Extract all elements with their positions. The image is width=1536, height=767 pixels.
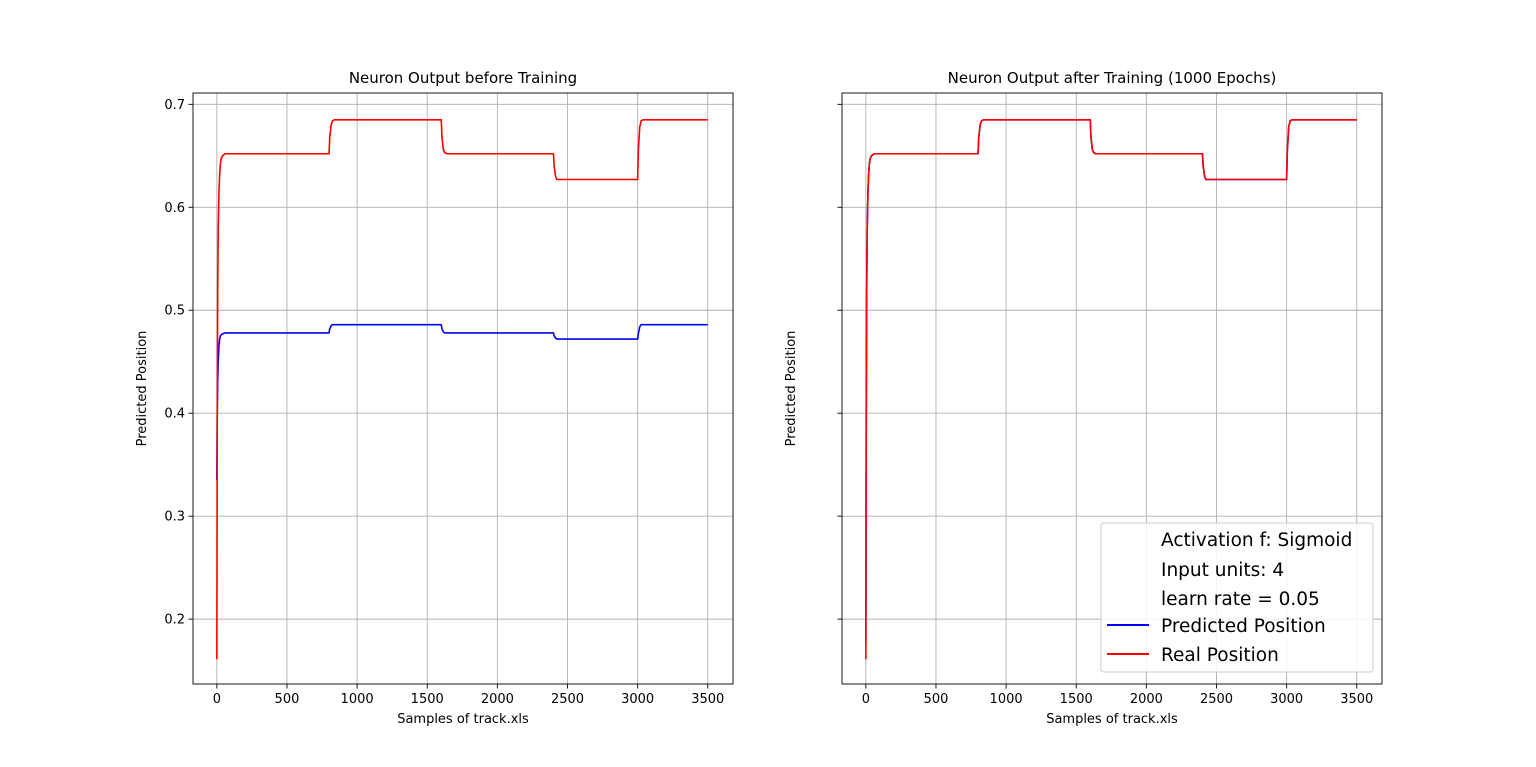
x-tick-label: 2000 bbox=[481, 692, 514, 707]
x-tick-label: 3500 bbox=[1340, 692, 1373, 707]
y-tick-label: 0.6 bbox=[164, 201, 185, 216]
series-line-predicted bbox=[216, 323, 708, 481]
x-axis-label: Samples of track.xls bbox=[397, 712, 529, 727]
y-tick-label: 0.4 bbox=[164, 407, 185, 422]
legend-info-text: Input units: 4 bbox=[1161, 560, 1284, 581]
x-axis-label: Samples of track.xls bbox=[1046, 712, 1178, 727]
y-tick-label: 0.5 bbox=[164, 304, 185, 319]
y-tick-label: 0.7 bbox=[164, 98, 185, 113]
x-tick-label: 500 bbox=[275, 692, 300, 707]
y-axis-label: Predicted Position bbox=[135, 331, 150, 447]
x-tick-label: 0 bbox=[862, 692, 870, 707]
y-tick-label: 0.3 bbox=[164, 510, 185, 525]
x-tick-label: 1500 bbox=[1060, 692, 1093, 707]
x-tick-label: 2000 bbox=[1130, 692, 1163, 707]
x-tick-label: 3000 bbox=[1270, 692, 1303, 707]
x-tick-label: 1000 bbox=[990, 692, 1023, 707]
series-line-real bbox=[216, 118, 708, 660]
chart-before-training: 0 500 1000 1500 2000 2500 3000 3500 0.2 0.3 0.4 0.5… bbox=[135, 69, 734, 727]
x-tick-label: 1000 bbox=[341, 692, 374, 707]
x-tick-label: 0 bbox=[213, 692, 221, 707]
chart-after-training: 0 500 1000 1500 2000 2500 3000 3500 Neuron Outpu… bbox=[784, 69, 1383, 727]
legend-info-text: Activation f: Sigmoid bbox=[1161, 530, 1352, 551]
y-tick-label: 0.2 bbox=[164, 613, 185, 628]
x-tick-label: 3000 bbox=[621, 692, 654, 707]
x-tick-label: 1500 bbox=[411, 692, 444, 707]
legend-info-text: learn rate = 0.05 bbox=[1161, 589, 1320, 610]
series-line-real-position bbox=[865, 118, 1357, 660]
legend-box bbox=[1100, 522, 1374, 673]
legend-entry-label: Real Position bbox=[1161, 645, 1279, 666]
y-axis-label: Predicted Position bbox=[784, 331, 799, 447]
axes-frame bbox=[841, 92, 1383, 685]
legend: Activation f: Sigmoid Input units: 4 learn… bbox=[1100, 522, 1374, 673]
axes-frame bbox=[192, 92, 734, 685]
chart-title: Neuron Output before Training bbox=[349, 69, 577, 87]
x-tick-label: 500 bbox=[924, 692, 949, 707]
x-tick-label: 2500 bbox=[1200, 692, 1233, 707]
x-tick-label: 3500 bbox=[691, 692, 724, 707]
chart-title: Neuron Output after Training (1000 Epoch… bbox=[948, 69, 1277, 87]
legend-entry-label: Predicted Position bbox=[1161, 616, 1326, 637]
x-tick-label: 2500 bbox=[551, 692, 584, 707]
